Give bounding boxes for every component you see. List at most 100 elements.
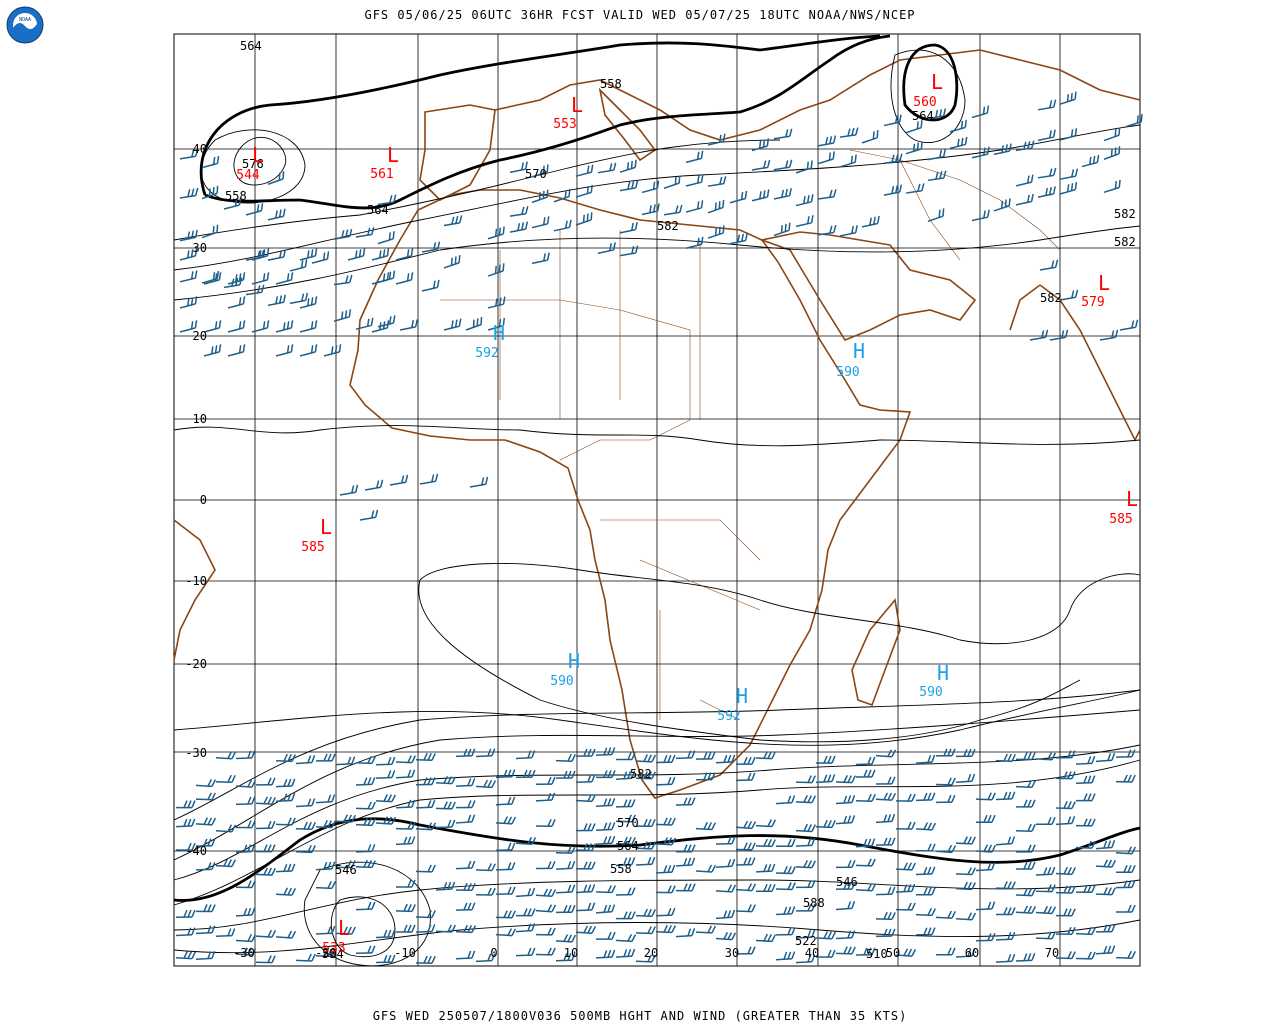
wind-barb bbox=[475, 887, 496, 896]
longitude-label: -10 bbox=[394, 946, 416, 960]
wind-barb bbox=[175, 842, 196, 851]
wind-barb bbox=[795, 929, 816, 939]
wind-barb bbox=[655, 817, 676, 826]
wind-barb bbox=[179, 296, 198, 309]
wind-barb bbox=[515, 836, 537, 846]
wind-barb bbox=[685, 150, 704, 164]
wind-barb bbox=[595, 770, 616, 779]
wind-barb bbox=[1125, 114, 1143, 128]
contour-label: 558 bbox=[610, 862, 632, 876]
wind-barb bbox=[915, 887, 936, 896]
wind-barb bbox=[735, 756, 756, 765]
wind-barb bbox=[1015, 905, 1037, 914]
wind-barb bbox=[1075, 755, 1096, 765]
wind-barb bbox=[195, 778, 217, 788]
wind-barb bbox=[235, 820, 256, 829]
wind-barb bbox=[949, 136, 968, 150]
wind-barb bbox=[1059, 168, 1079, 180]
wind-barb bbox=[915, 866, 936, 876]
wind-barb bbox=[415, 752, 436, 762]
wind-barb bbox=[455, 924, 477, 934]
contour-label: 588 bbox=[803, 896, 825, 910]
longitude-label: 30 bbox=[725, 946, 739, 960]
wind-barb bbox=[975, 814, 996, 823]
wind-barb bbox=[635, 818, 656, 828]
wind-barb bbox=[395, 755, 416, 764]
high-marker: H bbox=[937, 661, 949, 685]
wind-barb bbox=[395, 903, 416, 913]
longitude-labels: -30 -20 -10 0 10 20 30 40 50 60 70 bbox=[233, 946, 1059, 960]
wind-barb bbox=[855, 947, 876, 956]
wind-barb bbox=[175, 818, 196, 828]
wind-barb bbox=[179, 320, 198, 333]
wind-barb bbox=[1015, 779, 1036, 789]
wind-barb bbox=[555, 845, 576, 854]
wind-barb bbox=[1115, 864, 1136, 874]
wind-barb bbox=[415, 822, 437, 831]
wind-barb bbox=[685, 174, 704, 187]
wind-barb bbox=[773, 159, 793, 171]
wind-barb bbox=[993, 143, 1012, 156]
wind-barb bbox=[1015, 752, 1036, 761]
wind-barb bbox=[355, 901, 376, 911]
wind-barb bbox=[735, 842, 756, 851]
wind-barb bbox=[333, 309, 352, 322]
wind-barb bbox=[975, 844, 997, 853]
wind-barb bbox=[855, 769, 876, 778]
wind-barb bbox=[949, 119, 967, 133]
wind-barb bbox=[315, 794, 336, 804]
wind-barb bbox=[995, 753, 1016, 762]
low-marker: L bbox=[252, 143, 264, 167]
wind-barb bbox=[371, 248, 390, 261]
wind-barbs bbox=[175, 91, 1143, 964]
high-marker: H bbox=[853, 339, 865, 363]
contour-label: 558 bbox=[600, 77, 622, 91]
wind-barb bbox=[215, 858, 237, 868]
wind-barb bbox=[255, 796, 277, 805]
wind-barb bbox=[615, 814, 636, 823]
wind-barb bbox=[275, 863, 296, 873]
wind-barb bbox=[227, 320, 246, 333]
low-marker: L bbox=[387, 143, 399, 167]
wind-barb bbox=[675, 750, 696, 760]
wind-barb bbox=[275, 793, 296, 802]
wind-barb bbox=[935, 794, 956, 804]
wind-barb bbox=[395, 924, 416, 933]
wind-barb bbox=[751, 138, 770, 152]
longitude-label: 70 bbox=[1045, 946, 1059, 960]
wind-barb bbox=[971, 209, 990, 222]
wind-barb bbox=[835, 881, 856, 890]
wind-barb bbox=[235, 779, 257, 788]
wind-barb bbox=[755, 838, 776, 848]
wind-barb bbox=[663, 204, 683, 216]
wind-barb bbox=[455, 860, 476, 870]
wind-barb bbox=[255, 955, 276, 964]
wind-barb bbox=[905, 183, 925, 194]
wind-barb bbox=[395, 248, 414, 261]
wind-barb bbox=[883, 184, 903, 196]
contour-label: 582 bbox=[1040, 291, 1062, 305]
wind-barb bbox=[1095, 945, 1116, 955]
south-america-coastline bbox=[173, 519, 216, 661]
wind-barb bbox=[201, 185, 219, 200]
wind-barb bbox=[295, 845, 316, 854]
wind-barb bbox=[299, 320, 318, 333]
wind-barb bbox=[595, 835, 616, 845]
low-value: 560 bbox=[913, 95, 936, 110]
wind-barb bbox=[615, 911, 636, 920]
latitude-label: -10 bbox=[185, 574, 207, 588]
wind-barb bbox=[1035, 931, 1056, 940]
wind-barb bbox=[995, 791, 1016, 801]
wind-barb bbox=[815, 755, 836, 764]
wind-barb bbox=[347, 248, 366, 261]
wind-barb bbox=[335, 860, 356, 869]
wind-barb bbox=[755, 819, 777, 828]
wind-barb bbox=[535, 888, 557, 898]
wind-barb bbox=[435, 819, 456, 829]
wind-barb bbox=[251, 320, 270, 333]
wind-barb bbox=[275, 753, 296, 763]
wind-barb bbox=[295, 821, 316, 831]
wind-barb bbox=[675, 883, 696, 892]
wind-barb bbox=[275, 320, 294, 333]
latitude-label: -40 bbox=[185, 844, 207, 858]
